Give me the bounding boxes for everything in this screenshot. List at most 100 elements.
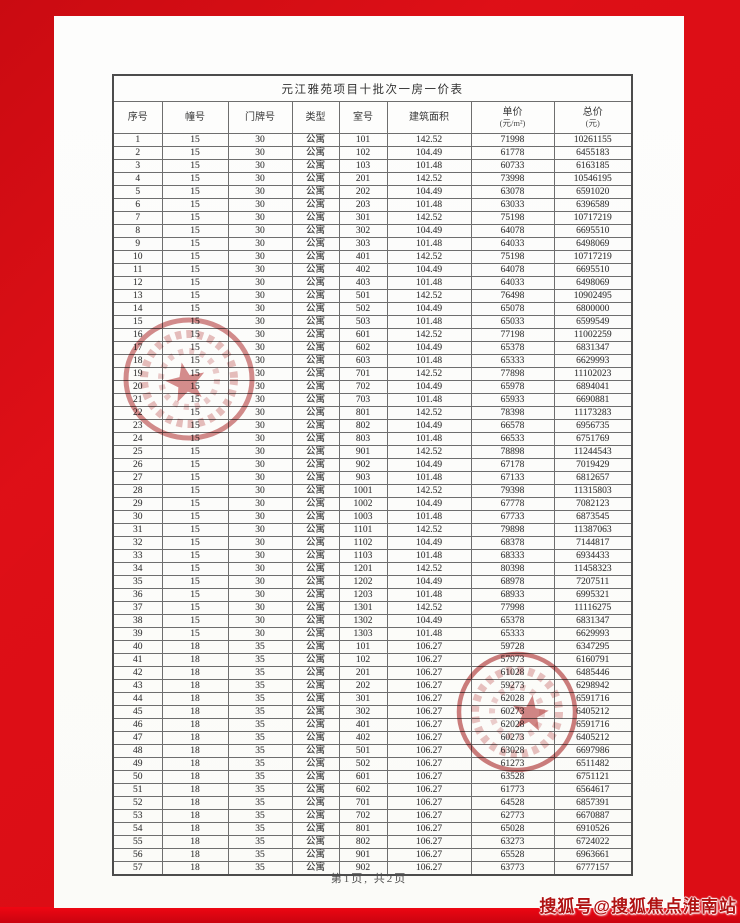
table-cell: 63078: [470, 185, 555, 199]
table-cell: 64528: [470, 796, 555, 810]
table-cell: 33: [112, 549, 163, 563]
table-cell: 29: [112, 497, 163, 511]
table-cell: 104.49: [386, 575, 472, 589]
table-cell: 公寓: [291, 705, 340, 719]
table-cell: 78898: [470, 445, 555, 459]
table-cell: 6396589: [553, 198, 633, 212]
table-cell: 公寓: [291, 562, 340, 576]
table-cell: 11102023: [553, 367, 633, 381]
table-cell: 301: [338, 692, 388, 706]
table-row: 1 15 30 公寓 101 142.52 71998 10261155: [112, 133, 633, 147]
table-cell: 45: [112, 705, 163, 719]
table-cell: 18: [161, 809, 229, 823]
table-cell: 6995321: [553, 588, 633, 602]
table-cell: 1202: [338, 575, 388, 589]
table-cell: 30: [227, 497, 293, 511]
table-cell: 30: [227, 224, 293, 238]
table-cell: 77898: [470, 367, 555, 381]
red-seal-stamp-1: [123, 317, 255, 441]
table-cell: 公寓: [291, 406, 340, 420]
table-cell: 1003: [338, 510, 388, 524]
table-cell: 公寓: [291, 133, 340, 147]
table-cell: 15: [161, 614, 229, 628]
table-cell: 801: [338, 406, 388, 420]
table-cell: 502: [338, 302, 388, 316]
table-cell: 32: [112, 536, 163, 550]
table-cell: 4: [112, 172, 163, 186]
table-cell: 66533: [470, 432, 555, 446]
table-cell: 6963661: [553, 848, 633, 862]
table-row: 50 18 35 公寓 601 106.27 63528 6751121: [112, 770, 633, 784]
table-cell: 8: [112, 224, 163, 238]
table-cell: 18: [161, 653, 229, 667]
table-cell: 104.49: [386, 497, 472, 511]
seal-text-ring: [140, 330, 238, 428]
table-cell: 142.52: [386, 523, 472, 537]
table-row: 13 15 30 公寓 501 142.52 76498 10902495: [112, 289, 633, 303]
table-cell: 公寓: [291, 393, 340, 407]
table-cell: 101.48: [386, 354, 472, 368]
table-cell: 18: [161, 692, 229, 706]
table-cell: 公寓: [291, 224, 340, 238]
table-cell: 10261155: [553, 133, 633, 147]
star-icon: [512, 695, 549, 731]
table-cell: 6455183: [553, 146, 633, 160]
table-cell: 公寓: [291, 614, 340, 628]
table-cell: 142.52: [386, 328, 472, 342]
table-cell: 11116275: [553, 601, 633, 615]
table-row: 24 15 30 公寓 803 101.48 66533 6751769: [112, 432, 633, 446]
table-cell: 402: [338, 263, 388, 277]
table-cell: 30: [227, 172, 293, 186]
table-cell: 102: [338, 146, 388, 160]
table-cell: 142.52: [386, 406, 472, 420]
table-cell: 104.49: [386, 419, 472, 433]
table-cell: 公寓: [291, 640, 340, 654]
table-cell: 35: [227, 770, 293, 784]
table-cell: 6: [112, 198, 163, 212]
table-cell: 15: [161, 549, 229, 563]
table-cell: 15: [161, 497, 229, 511]
table-cell: 62773: [470, 809, 555, 823]
table-cell: 15: [161, 237, 229, 251]
table-cell: 13: [112, 289, 163, 303]
table-cell: 53: [112, 809, 163, 823]
table-cell: 11315803: [553, 484, 633, 498]
table-cell: 35: [227, 757, 293, 771]
table-cell: 101.48: [386, 315, 472, 329]
table-cell: 6599549: [553, 315, 633, 329]
table-cell: 6629993: [553, 354, 633, 368]
table-cell: 142.52: [386, 172, 472, 186]
table-cell: 43: [112, 679, 163, 693]
table-cell: 6690881: [553, 393, 633, 407]
table-cell: 65028: [470, 822, 555, 836]
table-cell: 7207511: [553, 575, 633, 589]
table-cell: 公寓: [291, 263, 340, 277]
table-cell: 142.52: [386, 562, 472, 576]
table-cell: 68978: [470, 575, 555, 589]
table-cell: 公寓: [291, 601, 340, 615]
table-cell: 15: [161, 224, 229, 238]
table-cell: 402: [338, 731, 388, 745]
table-cell: 101.48: [386, 237, 472, 251]
table-cell: 35: [227, 666, 293, 680]
table-cell: 104.49: [386, 458, 472, 472]
table-cell: 142.52: [386, 445, 472, 459]
table-cell: 15: [161, 146, 229, 160]
table-cell: 6163185: [553, 159, 633, 173]
table-row: 10 15 30 公寓 401 142.52 75198 10717219: [112, 250, 633, 264]
table-cell: 35: [112, 575, 163, 589]
table-cell: 6695510: [553, 224, 633, 238]
column-header: 类型: [291, 101, 340, 134]
table-row: 54 18 35 公寓 801 106.27 65028 6910526: [112, 822, 633, 836]
table-cell: 65378: [470, 341, 555, 355]
table-cell: 104.49: [386, 302, 472, 316]
table-cell: 142.52: [386, 289, 472, 303]
table-cell: 30: [227, 211, 293, 225]
table-cell: 26: [112, 458, 163, 472]
column-header: 单价 (元/m²): [470, 101, 555, 134]
table-cell: 1: [112, 133, 163, 147]
table-cell: 52: [112, 796, 163, 810]
table-cell: 公寓: [291, 783, 340, 797]
table-cell: 10546195: [553, 172, 633, 186]
table-cell: 35: [227, 692, 293, 706]
